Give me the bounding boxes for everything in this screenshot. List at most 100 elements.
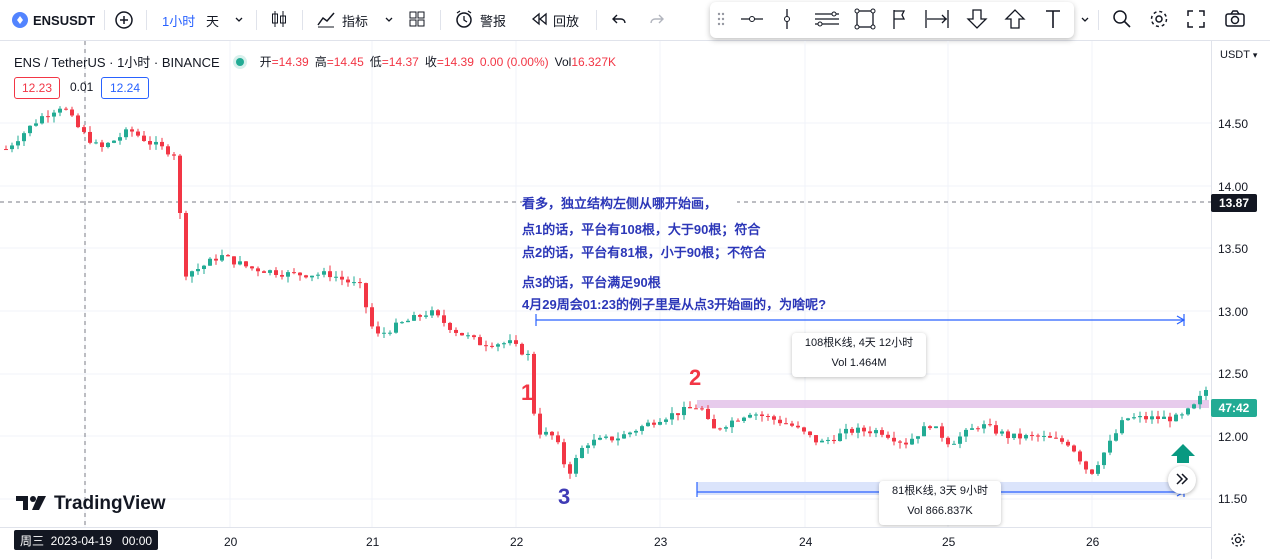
point-1-label[interactable]: 1 [521,380,534,405]
candle-body [106,142,110,148]
scroll-to-realtime-button[interactable] [1168,466,1196,494]
time-axis-label: 20 [224,535,238,549]
candle-body [430,310,434,316]
candle-body [958,436,962,444]
chart-settings-button[interactable] [1230,532,1246,551]
buy-button[interactable]: 12.24 [101,77,149,99]
note-line-3[interactable]: 点2的话，平台有81根，小于90根；不符合 [522,245,767,260]
arrow-up-tool[interactable] [1004,2,1026,38]
drag-handle[interactable] [716,2,726,38]
candle-body [496,344,500,347]
close-value: =14.39 [436,54,474,69]
sell-button[interactable]: 12.23 [14,77,60,99]
replay-label: 回放 [553,13,580,29]
brand-name: TradingView [54,493,166,514]
candle-body [688,406,692,409]
candle-body [622,434,626,439]
price-chart[interactable] [0,41,1211,527]
interval-dropdown[interactable] [234,0,244,40]
candle-body [976,428,980,430]
note-line-1[interactable]: 看多，独立结构左侧从哪开始画， [522,193,738,212]
candle-body [1048,435,1052,438]
candle-body [382,332,386,334]
arrow-down-tool[interactable] [966,2,988,38]
candle-body [202,265,206,270]
tradingview-logo[interactable]: TradingView [16,493,166,515]
candle-body [1192,404,1196,409]
platform-rectangle[interactable] [697,400,1209,408]
candle-body [1102,452,1106,466]
alert-button[interactable]: 警报 [454,0,506,40]
candle-body [148,141,152,145]
candle-body [1030,435,1034,437]
divider [1098,10,1099,30]
date-range-tool[interactable] [924,2,950,38]
volume-label: Vol [554,54,572,69]
drawbar-more-dropdown[interactable] [1080,0,1090,40]
candle-body [490,345,494,347]
candle-body [418,315,422,317]
date-range-108[interactable] [535,314,1186,326]
crosshair-price-tag: 13.87 [1211,194,1257,212]
candle-body [142,135,146,142]
candle-body [88,131,92,143]
settings-button[interactable] [1149,0,1169,40]
note-line-5[interactable]: 4月29周会01:23的例子里是从点3开始画的，为啥呢? [522,297,827,312]
compare-button[interactable] [114,0,134,40]
candle-body [808,431,812,436]
undo-button[interactable] [610,0,628,40]
candle-body [1054,437,1058,439]
replay-button[interactable]: 回放 [530,0,579,40]
search-button[interactable] [1112,0,1132,40]
candle-body [280,274,284,277]
note-line-2[interactable]: 点1的话，平台有108根，大于90根；符合 [522,222,761,237]
time-axis-label: 26 [1086,535,1100,549]
flag-tool[interactable] [890,2,910,38]
candle-body [1150,416,1154,420]
candle-body [52,112,56,117]
candle-body [184,212,188,277]
candle-body [682,406,686,416]
candle-body [268,270,272,273]
rectangle-tool[interactable] [854,2,876,38]
candle-body [160,141,164,147]
redo-button[interactable] [648,0,666,40]
time-axis[interactable] [0,527,1211,560]
candle-body [124,129,128,138]
candle-body [1156,416,1160,419]
chart-type-button[interactable] [270,0,288,40]
legend-title[interactable]: ENS / TetherUS · 1小时 · BINANCE [14,55,220,70]
screenshot-button[interactable] [1224,0,1246,40]
point-3-label[interactable]: 3 [558,484,571,509]
candle-body [478,337,482,346]
range-108-tooltip: 108根K线, 4天 12小时 Vol 1.464M [792,333,926,377]
indicators-dropdown[interactable] [384,0,394,40]
vertical-line-tool[interactable] [780,2,794,38]
note-line-4[interactable]: 点3的话，平台满足90根 [522,275,661,290]
horizontal-line-tool[interactable] [740,2,764,38]
parallel-channel-icon [814,8,840,33]
divider [146,10,147,30]
parallel-channel-tool[interactable] [814,2,840,38]
interval-day-button[interactable]: 天 [206,13,220,29]
point-2-label[interactable]: 2 [689,365,702,390]
arrow-up-marker[interactable] [1171,444,1195,463]
layout-button[interactable] [408,0,426,40]
interval-1h-button[interactable]: 1小时 [162,13,196,29]
candle-body [454,329,458,333]
candle-body [154,141,158,145]
candle-body [358,282,362,284]
candle-body [760,414,764,417]
candle-body [694,408,698,410]
fullscreen-button[interactable] [1186,0,1206,40]
symbol-search[interactable]: ENSUSDT [12,0,95,40]
text-tool[interactable] [1044,2,1062,38]
currency-selector[interactable]: USDT ▾ [1220,49,1257,61]
price-axis[interactable] [1211,41,1270,559]
candle-body [436,310,440,316]
candle-body [244,261,248,267]
candle-body [652,422,656,425]
candle-body [754,414,758,416]
indicators-button[interactable]: 指标 [316,0,368,40]
spread-value: 0.01 [70,80,94,94]
